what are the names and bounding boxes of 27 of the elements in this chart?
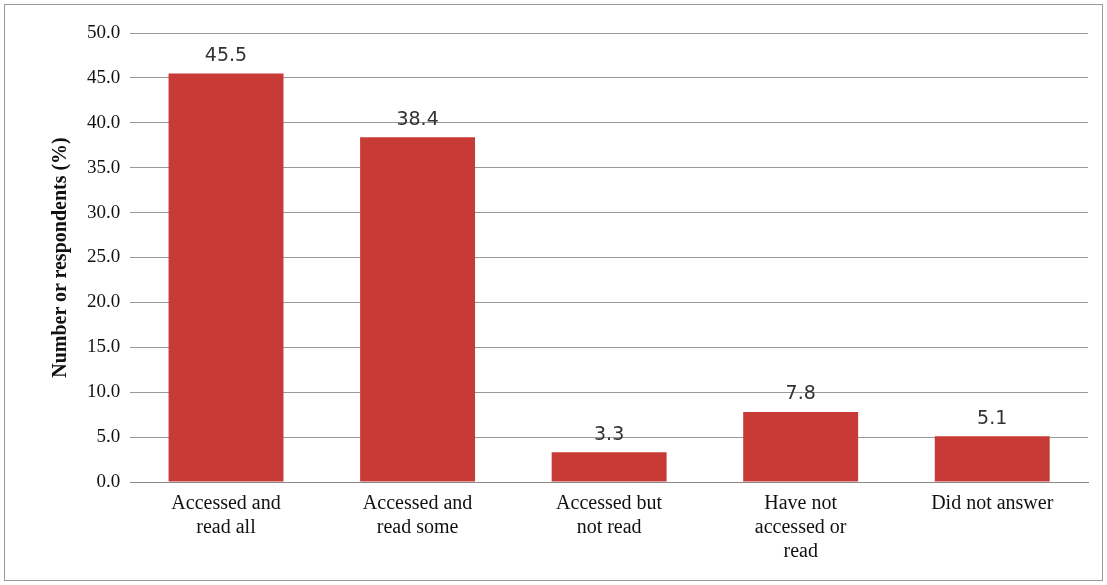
y-tick-label: 50.0 xyxy=(87,20,121,42)
bar xyxy=(551,452,667,482)
x-tick-label: Did not answer xyxy=(931,491,1054,514)
y-tick-label: 45.0 xyxy=(87,65,121,87)
bar xyxy=(360,137,476,482)
data-label: 5.1 xyxy=(977,405,1008,428)
y-tick-label: 30.0 xyxy=(87,200,121,222)
y-tick-label: 15.0 xyxy=(87,335,121,357)
y-tick-label: 40.0 xyxy=(87,110,121,132)
bar xyxy=(743,411,859,482)
data-label: 45.5 xyxy=(204,42,248,65)
y-tick-label: 5.0 xyxy=(96,425,121,447)
y-axis-title: Number or respondents (%) xyxy=(48,137,72,378)
data-label: 38.4 xyxy=(396,106,439,129)
bar xyxy=(168,73,284,482)
bar xyxy=(934,436,1050,482)
y-tick-label: 10.0 xyxy=(87,380,121,402)
y-tick-label: 20.0 xyxy=(87,290,121,312)
x-tick-label: Accessed but not read xyxy=(556,491,663,538)
x-tick-label: Accessed and read all xyxy=(171,491,281,538)
x-tick-label: Have not accessed or read xyxy=(754,491,847,562)
y-tick-label: 35.0 xyxy=(87,155,121,177)
y-tick-label: 25.0 xyxy=(87,245,121,267)
data-label: 3.3 xyxy=(594,421,625,444)
x-tick-label: Accessed and read some xyxy=(362,491,473,538)
data-label: 7.8 xyxy=(785,381,816,404)
y-tick-label: 0.0 xyxy=(96,469,121,491)
